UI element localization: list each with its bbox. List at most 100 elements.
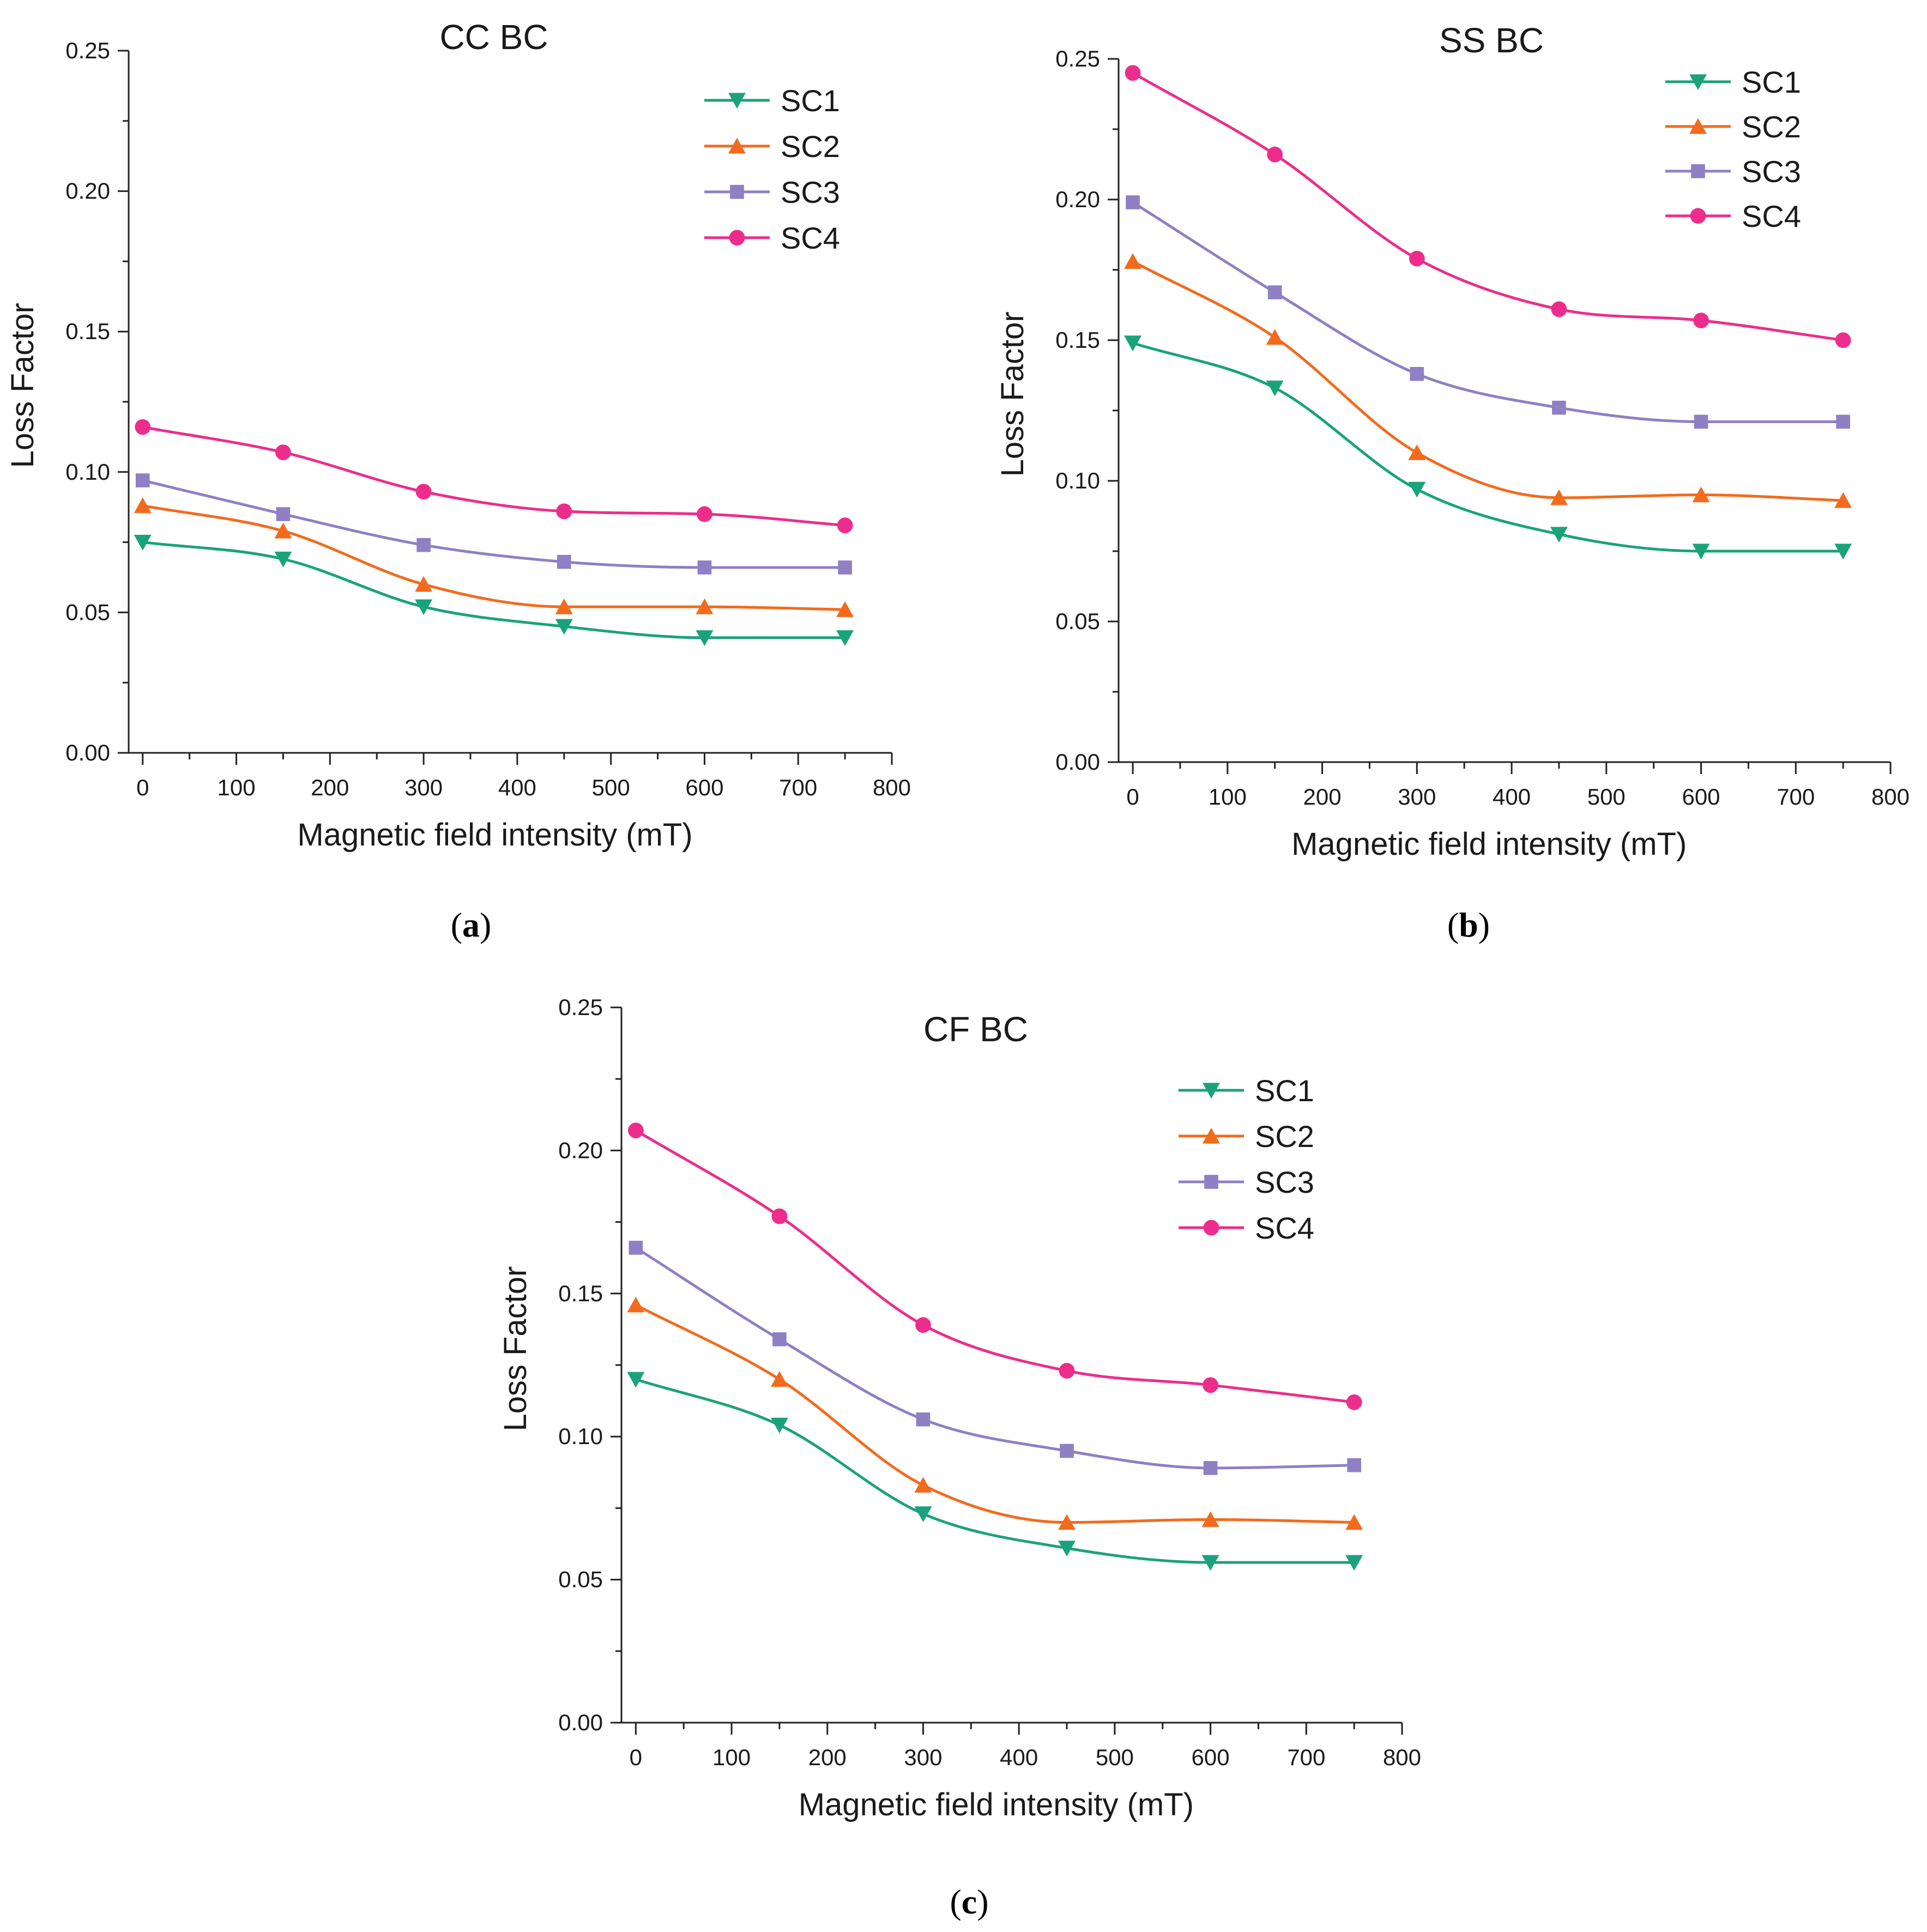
y-tick-label: 0.00: [558, 1710, 603, 1735]
panel-caption: (a): [451, 905, 492, 944]
y-tick-label: 0.05: [558, 1567, 603, 1592]
data-point: [1201, 1555, 1219, 1571]
x-tick-label: 600: [1682, 784, 1720, 810]
data-point: [1410, 367, 1424, 381]
y-tick-label: 0.10: [1055, 468, 1100, 493]
y-axis-label: Loss Factor: [5, 303, 40, 468]
legend: SC1 SC2 SC3 SC4: [1665, 65, 1801, 233]
legend-label: SC1: [1742, 65, 1801, 99]
data-point: [836, 630, 854, 646]
series-line: [1132, 260, 1844, 502]
legend-marker: [730, 185, 744, 199]
data-point: [134, 535, 152, 551]
data-point: [1347, 1458, 1361, 1472]
data-point: [1203, 1377, 1218, 1393]
legend-label: SC2: [781, 129, 840, 164]
data-point: [627, 1122, 644, 1139]
data-point: [916, 1412, 931, 1427]
x-tick-label: 200: [311, 775, 349, 800]
legend-marker: [1203, 1127, 1220, 1144]
data-point: [1408, 481, 1426, 498]
x-tick-label: 400: [498, 775, 536, 800]
x-tick-label: 700: [1287, 1744, 1325, 1770]
x-tick-label: 300: [1398, 784, 1436, 810]
data-point: [1266, 381, 1284, 396]
series-sc2: [627, 1296, 1363, 1530]
y-tick-label: 0.05: [1055, 608, 1100, 634]
data-point: [135, 419, 151, 435]
legend-label: SC3: [1742, 154, 1801, 189]
data-point: [1124, 335, 1142, 352]
legend: SC1 SC2 SC3 SC4: [1179, 1073, 1314, 1245]
data-point: [1125, 65, 1141, 81]
data-point: [274, 551, 292, 567]
series-sc3: [135, 473, 852, 575]
x-tick-label: 400: [1493, 784, 1531, 810]
panel-caption: (c): [950, 1882, 988, 1921]
y-tick-label: 0.25: [1055, 46, 1100, 71]
x-tick-label: 100: [218, 775, 256, 800]
legend-marker: [1689, 74, 1707, 90]
x-tick-label: 600: [685, 775, 723, 800]
data-point: [915, 1317, 931, 1333]
y-axis-label: Loss Factor: [995, 312, 1030, 477]
series-line: [635, 1303, 1355, 1524]
series-sc3: [1126, 195, 1850, 429]
series-line: [635, 1246, 1355, 1470]
x-tick-label: 600: [1192, 1744, 1230, 1770]
legend-marker: [1203, 1083, 1220, 1099]
data-point: [1267, 147, 1283, 162]
x-tick-label: 500: [1587, 784, 1626, 810]
y-tick-label: 0.15: [558, 1281, 603, 1306]
data-point: [276, 507, 291, 521]
series-sc2: [134, 497, 854, 617]
chart-panel-b: 0 100 200 300 400 500 600 700 800 0.00 0.05 0.10 0.1…: [995, 21, 1910, 944]
series-sc2: [1124, 253, 1852, 508]
data-point: [1551, 301, 1567, 317]
y-tick-label: 0.00: [1055, 749, 1100, 775]
chart-panel-c: 0 100 200 300 400 500 600 700 800 0.00 0.05 0.10 0.1…: [498, 994, 1421, 1921]
x-tick-label: 500: [592, 775, 630, 800]
y-tick-label: 0.20: [1055, 186, 1100, 212]
data-point: [1834, 544, 1852, 560]
y-tick-label: 0.25: [558, 994, 603, 1020]
data-point: [1124, 253, 1142, 269]
data-point: [627, 1296, 645, 1313]
data-point: [697, 506, 712, 522]
chart-title: SS BC: [1439, 21, 1544, 60]
y-tick-label: 0.20: [558, 1137, 603, 1163]
chart-title: CF BC: [923, 1010, 1028, 1049]
legend-label: SC3: [1255, 1165, 1314, 1199]
x-tick-label: 100: [1209, 784, 1247, 810]
data-point: [557, 554, 571, 569]
data-point: [1836, 414, 1850, 429]
y-tick-label: 0.05: [65, 599, 110, 625]
series-line: [1132, 71, 1844, 342]
series-sc1: [627, 1372, 1363, 1571]
series-line: [142, 504, 845, 611]
data-point: [697, 560, 712, 575]
chart-panel-a: 0 100 200 300 400 500 600 700 800 0.00 0.05 0.10 0.1…: [5, 17, 911, 944]
x-tick-label: 0: [136, 775, 149, 800]
data-point: [627, 1372, 645, 1388]
y-tick-label: 0.10: [65, 459, 110, 485]
legend-marker: [728, 137, 746, 154]
chart-title: CC BC: [439, 17, 548, 57]
y-tick-label: 0.00: [65, 740, 110, 765]
legend-label: SC4: [781, 221, 840, 255]
x-tick-label: 400: [1000, 1744, 1038, 1770]
series-sc3: [629, 1241, 1361, 1475]
data-point: [1408, 444, 1426, 460]
data-point: [1266, 329, 1284, 345]
x-tick-label: 700: [1777, 784, 1815, 810]
data-point: [1203, 1461, 1218, 1475]
series-line: [142, 479, 845, 569]
panel-caption: (b): [1447, 905, 1490, 944]
legend-label: SC4: [1742, 199, 1801, 233]
y-tick-label: 0.15: [1055, 327, 1100, 353]
data-point: [555, 619, 573, 635]
legend-marker: [728, 93, 746, 109]
data-point: [1834, 492, 1852, 508]
series-sc4: [1125, 65, 1851, 348]
